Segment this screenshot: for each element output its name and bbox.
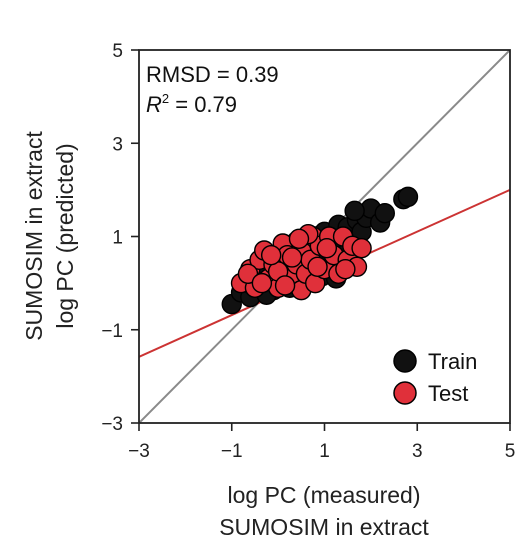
test-point (351, 237, 372, 259)
test-point (274, 275, 296, 296)
x-axis-title-line-1: log PC (measured) (227, 482, 420, 508)
axis-ticks: −3−3 −1 −1 1 1 3 3 5 5 (101, 41, 515, 462)
test-point (288, 228, 310, 250)
legend-marker-train (393, 349, 417, 373)
r-squared-exponent: 2 (162, 91, 169, 106)
test-point (251, 272, 273, 294)
rmsd-label: RMSD = 0.39 (146, 62, 279, 87)
x-tick-label: 1 (319, 441, 330, 462)
test-point (281, 247, 303, 268)
r-squared-value: = 0.79 (169, 92, 237, 117)
train-point (374, 202, 395, 224)
data-points (221, 186, 419, 315)
x-tick-label: 3 (412, 441, 423, 462)
x-tick-label: −3 (128, 441, 150, 462)
x-tick-label: 5 (505, 441, 516, 462)
train-point (397, 186, 419, 208)
r-squared-symbol: R (146, 92, 162, 117)
x-axis-title-line-2: SUMOSIM in extract (219, 514, 429, 540)
y-tick-label: 3 (112, 134, 123, 155)
test-point (307, 256, 328, 278)
y-tick-label: 5 (112, 41, 123, 62)
y-tick-label: −3 (101, 414, 123, 435)
y-tick-label: −1 (101, 321, 123, 342)
y-axis-title-line-2: log PC (predicted) (52, 143, 78, 328)
legend: Train Test (393, 349, 477, 406)
r-squared-label: R2 = 0.79 (146, 91, 237, 117)
legend-label-train: Train (428, 349, 477, 374)
train-point (344, 200, 365, 222)
y-tick-label: 1 (112, 228, 123, 249)
test-point (335, 258, 356, 280)
test-point (316, 237, 338, 259)
x-tick-label: −1 (221, 441, 243, 462)
y-axis-title-line-1: SUMOSIM in extract (21, 131, 47, 341)
test-point (260, 244, 282, 266)
legend-marker-test (393, 381, 417, 405)
legend-label-test: Test (428, 381, 468, 406)
test-point (237, 263, 259, 284)
